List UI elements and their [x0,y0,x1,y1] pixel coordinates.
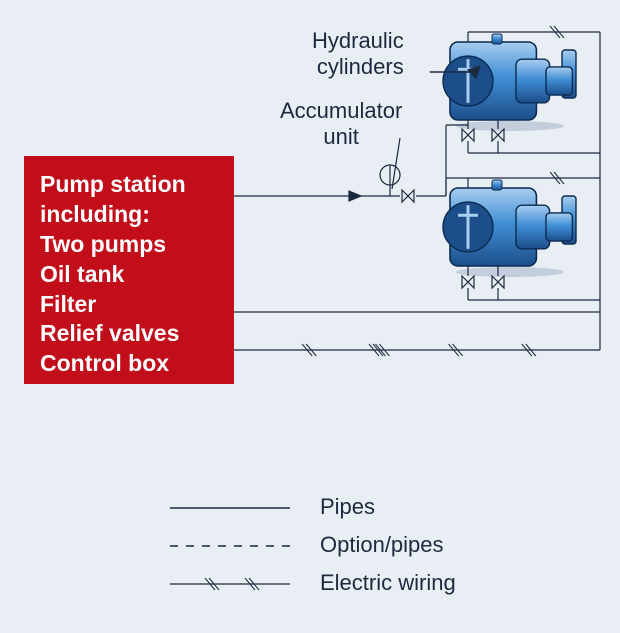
hydraulic-cylinder-bottom [443,180,576,277]
schematic-svg [0,0,620,633]
legend-electric-wiring-label: Electric wiring [320,570,456,596]
legend-pipes-label: Pipes [320,494,375,520]
diagram-stage: Pump stationincluding:Two pumpsOil tankF… [0,0,620,633]
hydraulic-cylinder-top [443,34,576,131]
legend-option-pipes-label: Option/pipes [320,532,444,558]
